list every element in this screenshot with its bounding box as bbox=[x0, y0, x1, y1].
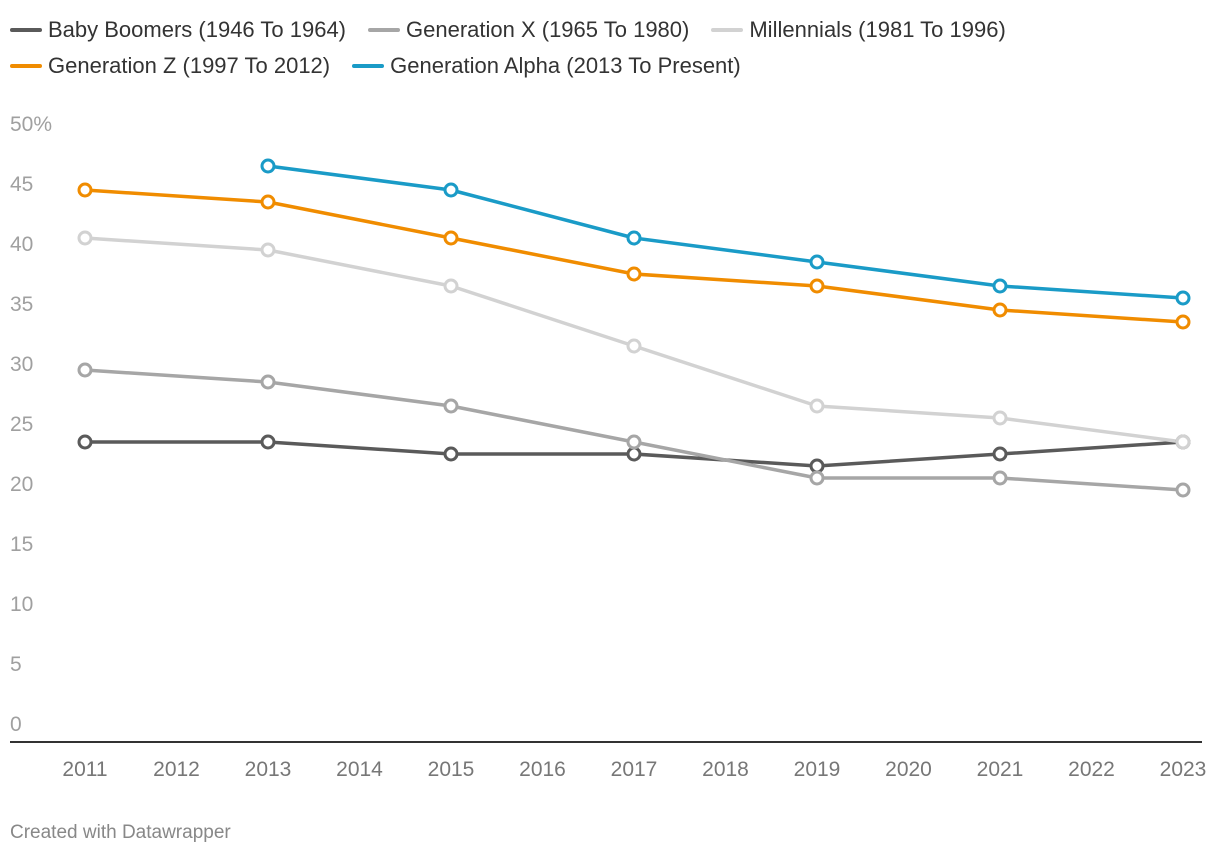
legend-item-generation-z: Generation Z (1997 To 2012) bbox=[10, 53, 330, 79]
data-point-series-2 bbox=[1175, 434, 1191, 450]
x-tick-label: 2019 bbox=[794, 758, 841, 781]
x-tick-label: 2020 bbox=[885, 758, 932, 781]
data-point-series-1 bbox=[1175, 482, 1191, 498]
y-tick-label: 0 bbox=[10, 713, 22, 736]
legend-item-generation-alpha: Generation Alpha (2013 To Present) bbox=[352, 53, 741, 79]
legend-swatch-generation-z bbox=[10, 64, 42, 68]
data-point-series-2 bbox=[626, 338, 642, 354]
legend-swatch-generation-x bbox=[368, 28, 400, 32]
legend-item-baby-boomers: Baby Boomers (1946 To 1964) bbox=[10, 17, 346, 43]
data-point-series-0 bbox=[992, 446, 1008, 462]
x-tick-label: 2011 bbox=[62, 758, 107, 781]
x-tick-label: 2018 bbox=[702, 758, 749, 781]
legend-label-generation-z: Generation Z (1997 To 2012) bbox=[48, 53, 331, 78]
x-tick-label: 2016 bbox=[519, 758, 566, 781]
y-tick-label: 5 bbox=[10, 653, 22, 676]
data-point-series-4 bbox=[809, 254, 825, 270]
data-point-series-0 bbox=[260, 434, 276, 450]
legend-row-1: Baby Boomers (1946 To 1964) Generation X… bbox=[10, 12, 1210, 48]
legend-swatch-millennials bbox=[711, 28, 744, 32]
x-tick-label: 2015 bbox=[428, 758, 475, 781]
series-line-4 bbox=[266, 164, 1185, 300]
chart-legend: Baby Boomers (1946 To 1964) Generation X… bbox=[10, 12, 1210, 84]
y-tick-label: 25 bbox=[10, 413, 33, 436]
y-tick-label: 10 bbox=[10, 593, 33, 616]
data-point-series-3 bbox=[443, 230, 459, 246]
series-line-3 bbox=[83, 188, 1185, 324]
data-point-series-4 bbox=[992, 278, 1008, 294]
data-point-series-3 bbox=[260, 194, 276, 210]
data-point-series-3 bbox=[992, 302, 1008, 318]
legend-label-baby-boomers: Baby Boomers (1946 To 1964) bbox=[48, 17, 346, 42]
data-point-series-2 bbox=[443, 278, 459, 294]
y-tick-label: 35 bbox=[10, 293, 33, 316]
x-tick-label: 2013 bbox=[245, 758, 292, 781]
x-tick-label: 2014 bbox=[336, 758, 383, 781]
data-point-series-4 bbox=[260, 158, 276, 174]
data-point-series-0 bbox=[809, 458, 825, 474]
legend-label-millennials: Millennials (1981 To 1996) bbox=[749, 17, 1006, 42]
data-point-series-3 bbox=[626, 266, 642, 282]
data-point-series-2 bbox=[992, 410, 1008, 426]
data-point-series-2 bbox=[260, 242, 276, 258]
footer-credit: Created with Datawrapper bbox=[10, 822, 231, 843]
legend-item-generation-x: Generation X (1965 To 1980) bbox=[368, 17, 689, 43]
y-tick-label: 20 bbox=[10, 473, 33, 496]
legend-row-2: Generation Z (1997 To 2012) Generation A… bbox=[10, 48, 1210, 84]
data-point-series-1 bbox=[443, 398, 459, 414]
x-tick-label: 2023 bbox=[1160, 758, 1207, 781]
data-point-series-0 bbox=[77, 434, 93, 450]
x-tick-label: 2022 bbox=[1068, 758, 1115, 781]
data-point-series-1 bbox=[77, 362, 93, 378]
legend-swatch-baby-boomers bbox=[10, 28, 42, 32]
data-point-series-4 bbox=[1175, 290, 1191, 306]
data-point-series-3 bbox=[809, 278, 825, 294]
y-tick-label: 30 bbox=[10, 353, 33, 376]
legend-swatch-generation-alpha bbox=[352, 64, 385, 68]
data-point-series-2 bbox=[809, 398, 825, 414]
data-point-series-1 bbox=[809, 470, 825, 486]
data-point-series-0 bbox=[443, 446, 459, 462]
legend-item-millennials: Millennials (1981 To 1996) bbox=[711, 17, 1006, 43]
data-point-series-0 bbox=[626, 446, 642, 462]
data-point-series-4 bbox=[626, 230, 642, 246]
y-tick-label: 40 bbox=[10, 233, 33, 256]
data-point-series-1 bbox=[992, 470, 1008, 486]
series-line-1 bbox=[83, 368, 1185, 492]
data-point-series-3 bbox=[77, 182, 93, 198]
data-point-series-1 bbox=[626, 434, 642, 450]
y-tick-label: 15 bbox=[10, 533, 33, 556]
legend-label-generation-alpha: Generation Alpha (2013 To Present) bbox=[390, 53, 741, 78]
x-tick-label: 2021 bbox=[977, 758, 1024, 781]
legend-label-generation-x: Generation X (1965 To 1980) bbox=[406, 17, 690, 42]
x-tick-label: 2017 bbox=[611, 758, 658, 781]
y-tick-label: 50% bbox=[10, 113, 52, 136]
data-point-series-2 bbox=[77, 230, 93, 246]
line-chart: 0 5 10 15 20 25 30 35 40 45 50% 2011 2012 2013 2014 201… bbox=[10, 113, 1207, 781]
y-tick-label: 45 bbox=[10, 173, 33, 196]
data-point-series-3 bbox=[1175, 314, 1191, 330]
data-point-series-4 bbox=[443, 182, 459, 198]
data-point-series-1 bbox=[260, 374, 276, 390]
x-tick-label: 2012 bbox=[153, 758, 200, 781]
